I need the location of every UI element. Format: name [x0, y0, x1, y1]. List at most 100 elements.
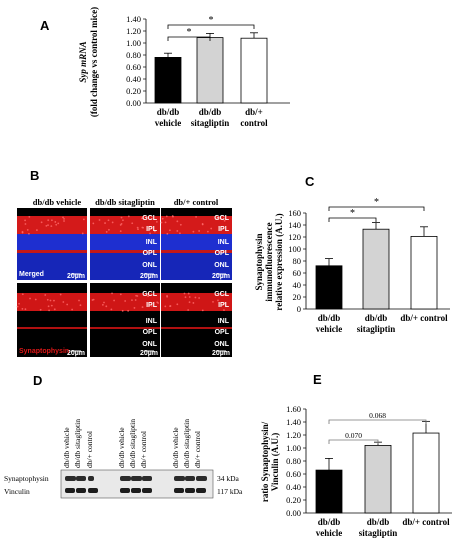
layer-label: IPL: [146, 226, 158, 233]
y-tick-label: 1.60: [286, 404, 301, 414]
micro-title-control: db/+ control: [174, 197, 219, 207]
speckle: [133, 307, 136, 309]
speckle: [46, 298, 49, 301]
category-label: db/db: [318, 313, 341, 323]
y-tick-label: 1.20: [286, 430, 301, 440]
speckle: [176, 303, 179, 306]
y-tick-label: 0.20: [286, 495, 301, 505]
speckle: [111, 221, 114, 224]
lane-label: db/+ control: [139, 431, 148, 468]
speckle: [82, 218, 85, 221]
lane-label: db/db vehicle: [62, 427, 71, 468]
speckle: [103, 301, 105, 304]
layer-onl-blue: [17, 253, 87, 280]
layer-onl-blue: [161, 253, 232, 280]
speckle: [28, 216, 31, 218]
micro-title-vehicle: db/db vehicle: [33, 197, 82, 207]
speckle: [224, 293, 226, 296]
panel-letter-b: B: [30, 168, 39, 183]
speckle: [47, 224, 49, 227]
y-tick-label: 0.20: [126, 86, 141, 96]
band-synaptophysin: [196, 476, 207, 481]
layer-label: OPL: [215, 329, 230, 336]
micro-title-sitagliptin: db/db sitagliptin: [95, 197, 155, 207]
significance-bracket: [328, 217, 377, 222]
layer-opl-red: [90, 250, 160, 253]
chart-c: 020406080100120140160db/dbvehicledb/dbsi…: [254, 197, 450, 334]
layer-label: ONL: [214, 341, 230, 348]
speckle: [188, 301, 191, 304]
speckle: [47, 305, 50, 308]
speckle: [206, 230, 209, 233]
speckle: [164, 305, 167, 308]
bar-0: [315, 265, 343, 310]
layer-label: IPL: [218, 302, 230, 309]
band-synaptophysin: [65, 476, 76, 481]
band-synaptophysin: [131, 476, 142, 481]
layer-label: INL: [146, 239, 158, 246]
layer-label: INL: [146, 318, 158, 325]
speckle: [34, 298, 37, 301]
bar-1: [362, 228, 390, 310]
band-vinculin: [142, 488, 152, 493]
size-label-117: 117 kDa: [217, 487, 243, 496]
scale-bar-label: 20µm: [67, 350, 85, 357]
y-tick-label: 40: [293, 280, 302, 290]
layer-ipl-red: [90, 216, 160, 234]
layer-label: GCL: [214, 291, 230, 298]
speckle: [105, 231, 108, 233]
speckle: [122, 219, 124, 222]
speckle: [165, 215, 168, 218]
layer-label: ONL: [214, 262, 230, 269]
significance-label: *: [350, 208, 355, 219]
y-tick-label: 0.80: [126, 50, 141, 60]
speckle: [171, 215, 174, 217]
lane-label: db/+ control: [85, 431, 94, 468]
speckle: [18, 302, 20, 305]
speckle: [184, 296, 187, 299]
significance-bracket: [328, 206, 425, 211]
scale-bar-label: 20µm: [140, 273, 158, 280]
scale-bar-label: 20µm: [212, 350, 230, 357]
layer-onl-blue: [90, 253, 160, 280]
bar-0: [154, 57, 182, 104]
y-tick-label: 0: [297, 304, 301, 314]
speckle: [149, 232, 151, 235]
significance-bracket: [167, 24, 255, 29]
y-axis-label: Synaptophysinimmunofluorescencerelative …: [254, 213, 284, 310]
speckle: [201, 309, 204, 312]
speckle: [220, 292, 223, 295]
band-vinculin: [76, 488, 86, 493]
category-label: control: [240, 118, 268, 128]
speckle: [212, 300, 214, 303]
blot-membrane: [60, 469, 214, 499]
speckle: [24, 308, 27, 311]
layer-label: OPL: [215, 250, 230, 257]
scale-bar-label: 20µm: [212, 273, 230, 280]
speckle: [150, 305, 153, 307]
category-label: db/db: [157, 107, 180, 117]
significance-label: *: [187, 27, 192, 38]
speckle: [217, 299, 219, 302]
category-label: db/db: [367, 517, 390, 527]
category-label: db/+: [245, 107, 263, 117]
y-tick-label: 1.20: [126, 26, 141, 36]
speckle: [91, 299, 94, 301]
panel-letter-e: E: [313, 372, 322, 387]
band-synaptophysin: [185, 476, 195, 481]
band-synaptophysin: [76, 476, 86, 481]
speckle: [195, 216, 197, 218]
speckle: [169, 305, 172, 307]
speckle: [66, 303, 69, 306]
micrograph-panel: db/db vehicle db/db sitagliptin db/+ con…: [16, 197, 232, 357]
speckle: [63, 220, 65, 222]
speckle: [110, 308, 113, 311]
speckle: [192, 302, 195, 304]
lane-label: db/db vehicle: [171, 427, 180, 468]
speckle: [79, 304, 82, 307]
speckle: [131, 222, 134, 225]
layer-label: ONL: [142, 262, 158, 269]
category-label: sitagliptin: [191, 118, 230, 128]
speckle: [40, 221, 43, 224]
speckle: [21, 231, 24, 234]
